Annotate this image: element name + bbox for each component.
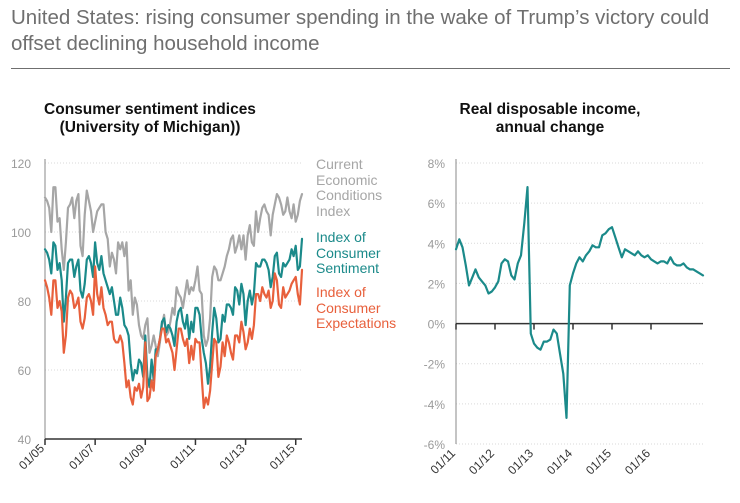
- income-y-tick-label: 4%: [428, 237, 446, 251]
- sentiment-series-line-1: [43, 237, 304, 389]
- income-chart-title: Real disposable income, annual change: [440, 101, 660, 137]
- income-y-tick-label: 8%: [428, 157, 446, 171]
- sentiment-series-line-2: [43, 265, 304, 409]
- sentiment-y-tick-label: 120: [11, 157, 31, 171]
- sentiment-x-tick-label: 01/09: [116, 441, 147, 472]
- sentiment-x-tick-label: 01/11: [167, 441, 198, 472]
- sentiment-chart-title: Consumer sentiment indices (University o…: [30, 101, 270, 137]
- sentiment-x-tick-label: 01/07: [66, 441, 97, 472]
- income-series-line-0: [454, 186, 705, 419]
- income-y-tick-label: 6%: [428, 197, 446, 211]
- income-x-tick-label: 01/12: [466, 446, 497, 477]
- income-y-tick-label: 0%: [428, 318, 446, 332]
- sentiment-y-tick-label: 100: [11, 226, 31, 240]
- title-divider: [11, 68, 730, 69]
- income-x-tick-label: 01/13: [505, 446, 536, 477]
- income-y-tick-label: -2%: [424, 358, 446, 372]
- income-x-tick-label: 01/16: [622, 446, 653, 477]
- sentiment-title-line1: Consumer sentiment indices: [44, 101, 256, 118]
- legend-consumer-expectations: Index of Consumer Expectations: [316, 284, 397, 331]
- sentiment-y-tick-label: 60: [18, 364, 32, 378]
- page-title: United States: rising consumer spending …: [11, 6, 710, 55]
- sentiment-series-line-0: [43, 186, 304, 358]
- income-title-line1: Real disposable income,: [459, 101, 641, 118]
- legend-consumer-sentiment: Index of Consumer Sentiment: [316, 229, 381, 276]
- sentiment-x-tick-label: 01/15: [267, 441, 298, 472]
- income-x-tick-label: 01/14: [544, 446, 575, 477]
- sentiment-y-tick-label: 40: [18, 433, 32, 447]
- sentiment-y-tick-label: 80: [18, 295, 32, 309]
- legend-current-conditions: Current Economic Conditions Index: [316, 156, 383, 219]
- income-y-tick-label: -6%: [424, 438, 446, 452]
- income-y-tick-label: -4%: [424, 398, 446, 412]
- sentiment-title-line2: (University of Michigan)): [59, 119, 241, 136]
- income-x-tick-label: 01/15: [583, 446, 614, 477]
- income-y-tick-label: 2%: [428, 277, 446, 291]
- sentiment-x-tick-label: 01/13: [217, 441, 248, 472]
- income-title-line2: annual change: [495, 119, 605, 136]
